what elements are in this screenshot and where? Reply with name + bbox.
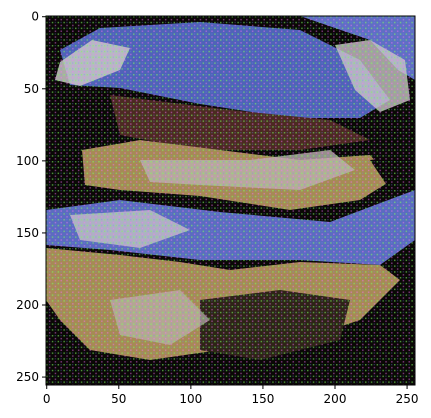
y-tick-label: 0 xyxy=(31,10,39,24)
x-tick-label: 100 xyxy=(179,392,202,406)
x-tick-label: 50 xyxy=(111,392,126,406)
x-tick-label: 200 xyxy=(324,392,347,406)
x-tick-label: 0 xyxy=(43,392,51,406)
x-tick-label: 150 xyxy=(251,392,274,406)
x-axis: 0 50 100 150 200 250 xyxy=(43,385,419,406)
y-tick-label: 150 xyxy=(16,226,39,240)
y-tick-label: 250 xyxy=(16,370,39,384)
dither-overlay xyxy=(46,16,415,385)
plot-frame xyxy=(45,15,416,386)
y-axis: 0 50 100 150 200 250 xyxy=(16,10,46,384)
image-heatmap xyxy=(46,16,415,385)
y-tick-label: 50 xyxy=(24,82,39,96)
y-tick-label: 200 xyxy=(16,298,39,312)
y-tick-label: 100 xyxy=(16,154,39,168)
x-tick-label: 250 xyxy=(396,392,419,406)
